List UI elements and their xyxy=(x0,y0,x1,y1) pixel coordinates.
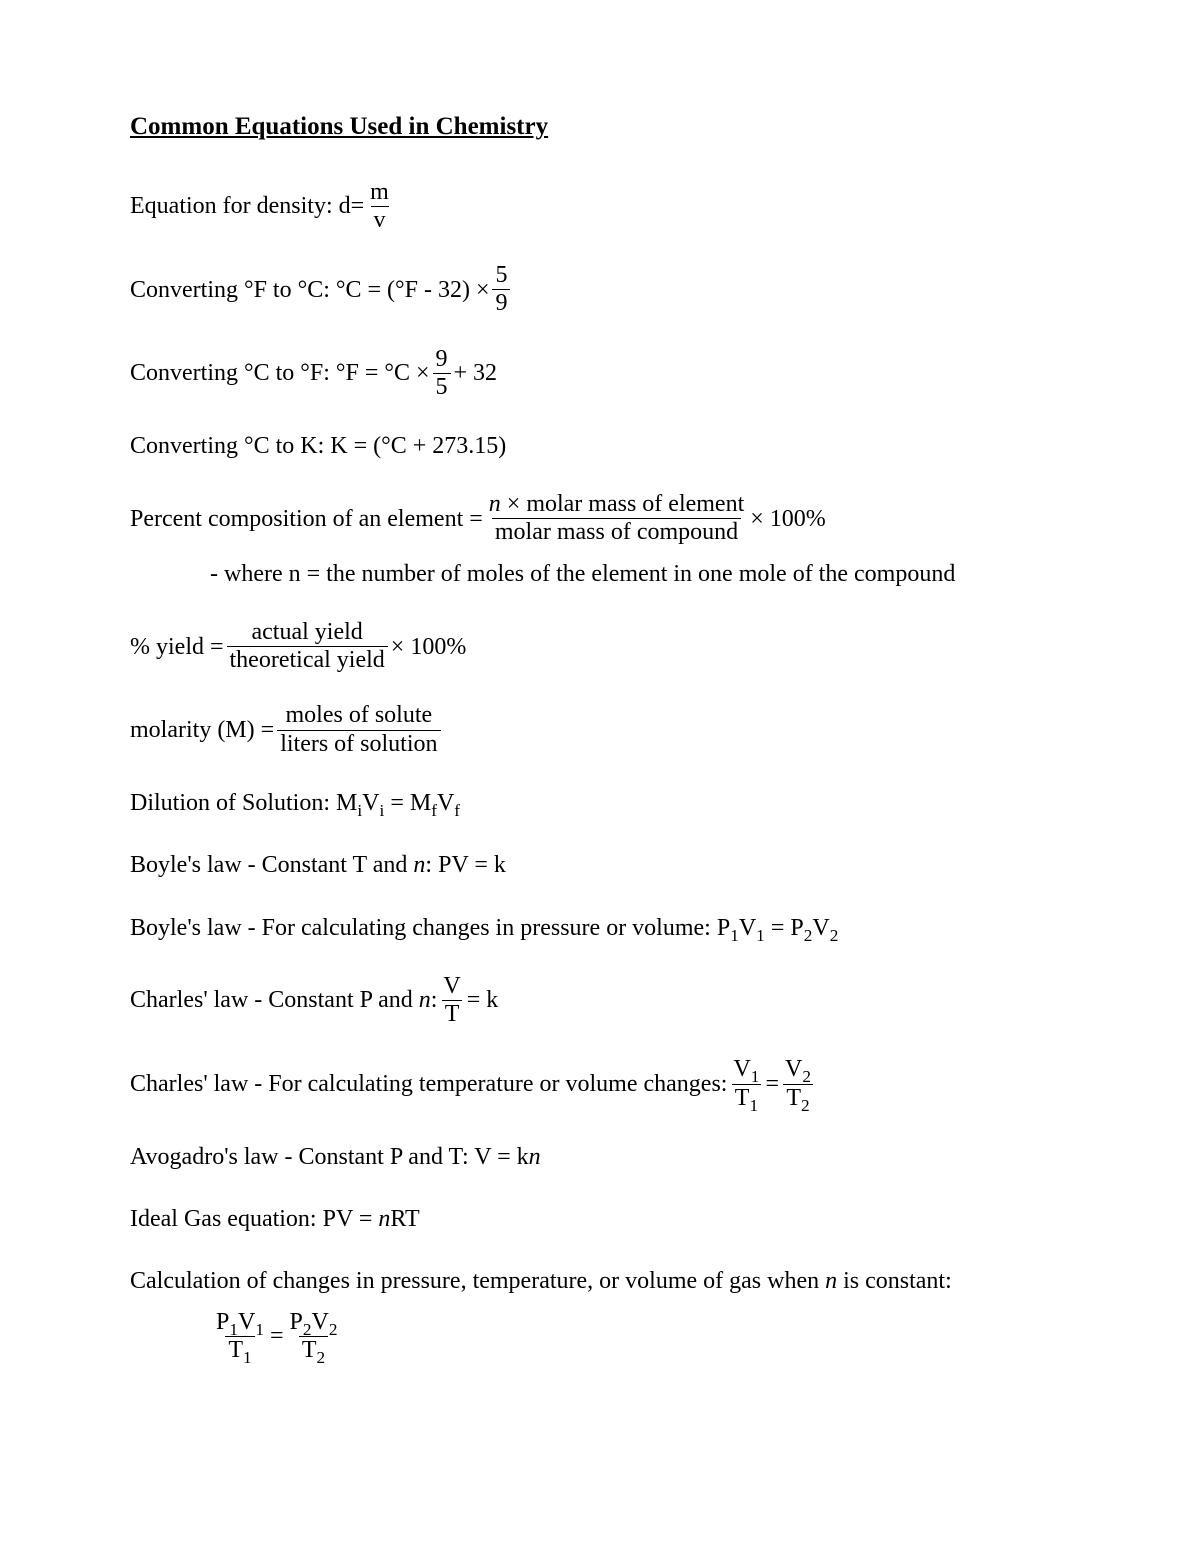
frac-num: n × molar mass of element xyxy=(486,492,747,518)
eq-c-to-f-post: + 32 xyxy=(454,357,498,389)
eq-combined-frac: P1V1 T1 = P2V2 T2 xyxy=(210,1310,1070,1363)
eq-dilution-text: Dilution of Solution: MiVi = MfVf xyxy=(130,787,460,819)
frac-den: 9 xyxy=(492,289,510,316)
eq-c-to-k-text: Converting °C to K: K = (°C + 273.15) xyxy=(130,430,506,462)
frac-percent-comp: n × molar mass of element molar mass of … xyxy=(486,492,747,545)
eq-f-to-c-label: Converting °F to °C: °C = (°F - 32) × xyxy=(130,274,489,306)
frac-den: liters of solution xyxy=(277,730,440,757)
frac-num: P2V2 xyxy=(287,1310,341,1336)
frac-percent-yield: actual yield theoretical yield xyxy=(227,620,388,673)
eq-density-label: Equation for density: d= xyxy=(130,190,364,222)
eq-boyle-change-text: Boyle's law - For calculating changes in… xyxy=(130,912,838,944)
eq-ideal-gas-text: Ideal Gas equation: PV = nRT xyxy=(130,1203,420,1235)
frac-den: 5 xyxy=(433,373,451,400)
eq-percent-comp: Percent composition of an element = n × … xyxy=(130,492,1070,545)
eq-c-to-f: Converting °C to °F: °F = °C × 9 5 + 32 xyxy=(130,347,1070,400)
frac-den: T2 xyxy=(783,1084,812,1111)
eq-avogadro: Avogadro's law - Constant P and T: V = k… xyxy=(130,1141,1070,1173)
eq-percent-comp-post: × 100% xyxy=(750,503,826,535)
frac-num: P1V1 xyxy=(213,1310,267,1336)
eq-c-to-f-pre: Converting °C to °F: °F = °C × xyxy=(130,357,430,389)
frac-den: molar mass of compound xyxy=(492,518,741,545)
frac-molarity: moles of solute liters of solution xyxy=(277,703,440,756)
frac-den: T1 xyxy=(732,1084,761,1111)
eq-percent-yield-post: × 100% xyxy=(391,631,467,663)
eq-density: Equation for density: d= m v xyxy=(130,180,1070,233)
frac-num: 9 xyxy=(433,347,451,373)
eq-percent-comp-pre: Percent composition of an element = xyxy=(130,503,483,535)
equals-sign: = xyxy=(765,1068,779,1100)
page-title: Common Equations Used in Chemistry xyxy=(130,110,1070,144)
frac-den: v xyxy=(371,206,389,233)
eq-charles-const-post: = k xyxy=(467,984,499,1016)
eq-charles-change: Charles' law - For calculating temperatu… xyxy=(130,1057,1070,1110)
frac-den: T2 xyxy=(299,1336,328,1363)
frac-num: 5 xyxy=(492,263,510,289)
eq-c-to-k: Converting °C to K: K = (°C + 273.15) xyxy=(130,430,1070,462)
eq-percent-yield: % yield = actual yield theoretical yield… xyxy=(130,620,1070,673)
frac-num: m xyxy=(367,180,392,206)
frac-charles-2: V2 T2 xyxy=(782,1057,814,1110)
frac-5-9: 5 9 xyxy=(492,263,510,316)
eq-charles-change-pre: Charles' law - For calculating temperatu… xyxy=(130,1068,727,1100)
eq-ideal-gas: Ideal Gas equation: PV = nRT xyxy=(130,1203,1070,1235)
frac-density: m v xyxy=(367,180,392,233)
frac-charles-1: V1 T1 xyxy=(730,1057,762,1110)
eq-dilution: Dilution of Solution: MiVi = MfVf xyxy=(130,787,1070,819)
eq-percent-comp-note: - where n = the number of moles of the e… xyxy=(210,558,1070,590)
eq-charles-const: Charles' law - Constant P and n: V T = k xyxy=(130,974,1070,1027)
eq-boyle-change: Boyle's law - For calculating changes in… xyxy=(130,912,1070,944)
frac-num: V1 xyxy=(730,1057,762,1083)
equals-sign: = xyxy=(270,1320,284,1352)
document-page: Common Equations Used in Chemistry Equat… xyxy=(0,0,1200,1553)
eq-avogadro-text: Avogadro's law - Constant P and T: V = k… xyxy=(130,1141,541,1173)
frac-den: T1 xyxy=(225,1336,254,1363)
eq-f-to-c: Converting °F to °C: °C = (°F - 32) × 5 … xyxy=(130,263,1070,316)
frac-num: V xyxy=(440,974,463,1000)
frac-charles-const: V T xyxy=(440,974,463,1027)
eq-boyle-const: Boyle's law - Constant T and n: PV = k xyxy=(130,849,1070,881)
eq-combined-text: Calculation of changes in pressure, temp… xyxy=(130,1265,1070,1297)
frac-9-5: 9 5 xyxy=(433,347,451,400)
eq-charles-const-pre: Charles' law - Constant P and n: xyxy=(130,984,437,1016)
eq-boyle-const-text: Boyle's law - Constant T and n: PV = k xyxy=(130,849,506,881)
frac-num: actual yield xyxy=(249,620,366,646)
frac-num: V2 xyxy=(782,1057,814,1083)
eq-molarity: molarity (M) = moles of solute liters of… xyxy=(130,703,1070,756)
frac-den: theoretical yield xyxy=(227,646,388,673)
eq-combined-pre: Calculation of changes in pressure, temp… xyxy=(130,1265,952,1297)
frac-combined-2: P2V2 T2 xyxy=(287,1310,341,1363)
frac-num: moles of solute xyxy=(283,703,436,729)
frac-combined-1: P1V1 T1 xyxy=(213,1310,267,1363)
eq-percent-yield-pre: % yield = xyxy=(130,631,224,663)
eq-molarity-pre: molarity (M) = xyxy=(130,714,274,746)
frac-den: T xyxy=(442,1000,463,1027)
